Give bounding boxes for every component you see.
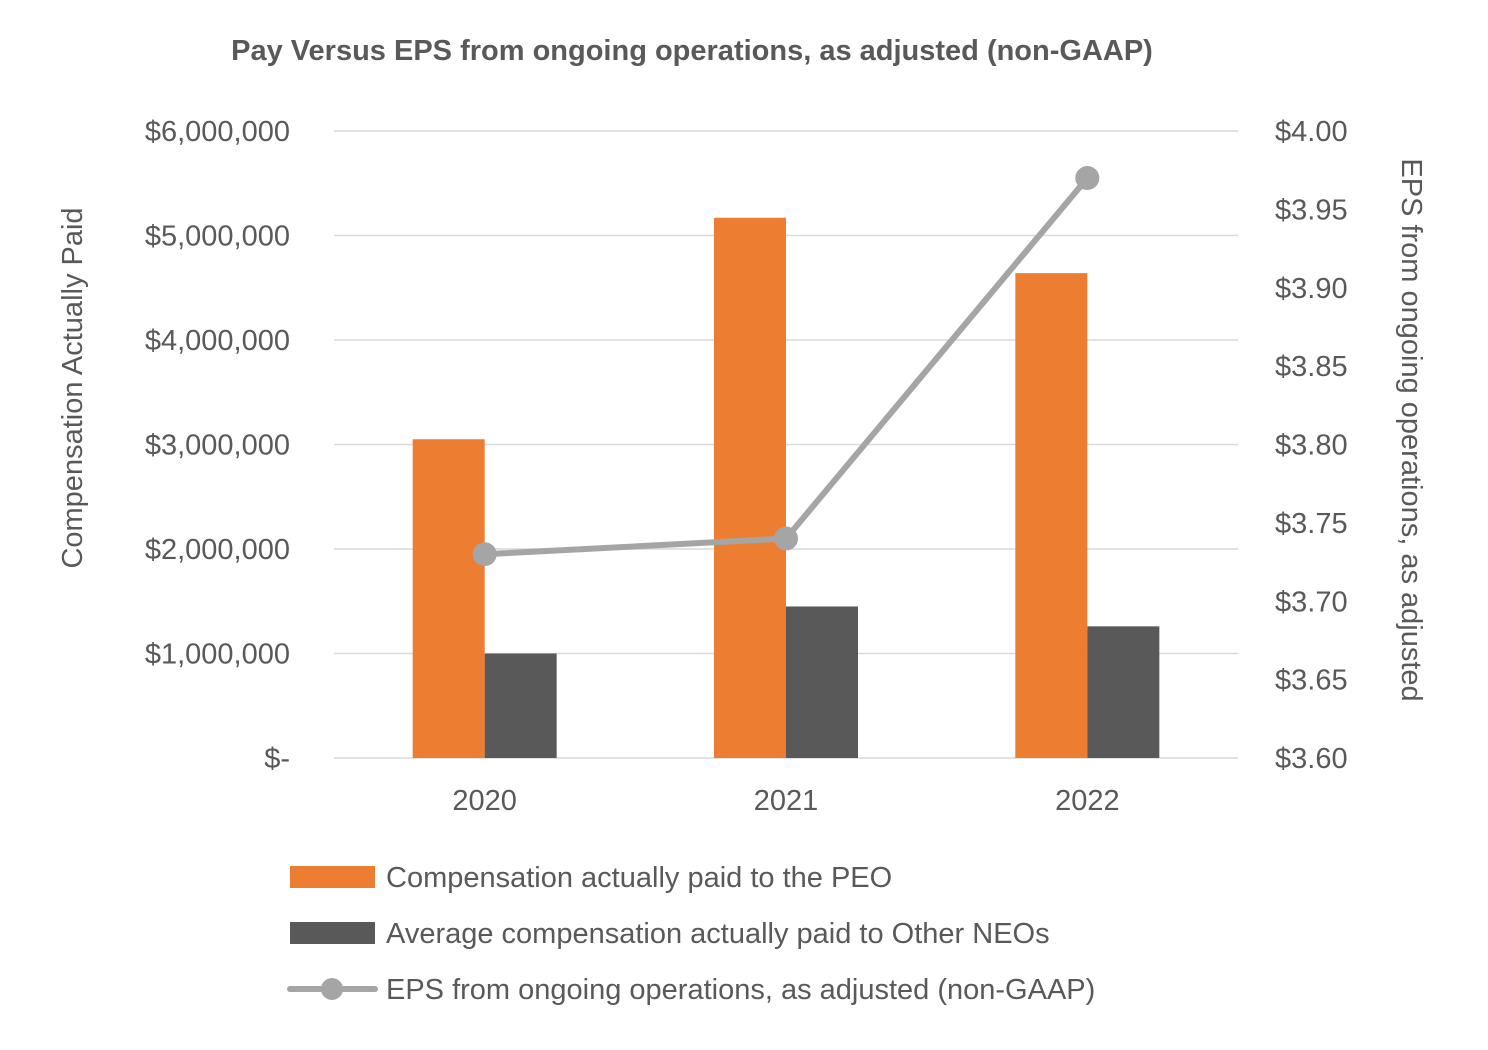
right-axis-title: EPS from ongoing operations, as adjusted: [1395, 158, 1427, 701]
legend-swatch-other-neos: [290, 922, 375, 944]
legend: Compensation actually paid to the PEO Ave…: [287, 862, 1095, 1006]
eps-point: [774, 526, 798, 551]
right-axis-tick-label: $3.75: [1275, 508, 1348, 540]
left-axis-tick-label: $2,000,000: [145, 534, 290, 566]
x-axis-tick-label: 2021: [754, 785, 819, 817]
left-axis-title: Compensation Actually Paid: [57, 207, 89, 568]
legend-label: Compensation actually paid to the PEO: [386, 862, 892, 894]
eps-line-series: [472, 166, 1100, 567]
eps-point: [472, 542, 497, 567]
other-neos-bar: [1087, 626, 1160, 758]
other-neos-bar: [786, 606, 858, 758]
legend-label: EPS from ongoing operations, as adjusted…: [386, 974, 1095, 1006]
left-axis-tick-label: $-: [264, 743, 290, 775]
right-axis-tick-label: $3.65: [1275, 665, 1348, 697]
right-axis-tick-label: $3.95: [1275, 194, 1348, 226]
peo-bar: [412, 439, 485, 758]
eps-point: [1075, 166, 1100, 191]
peo-bar: [714, 217, 786, 759]
left-axis-tick-label: $4,000,000: [145, 325, 290, 357]
left-axis-tick-label: $1,000,000: [145, 639, 290, 671]
right-axis-tick-label: $3.70: [1275, 586, 1348, 618]
x-axis-tick-label: 2022: [1055, 785, 1120, 817]
x-axis-tick-label: 2020: [452, 785, 517, 817]
left-axis-tick-label: $6,000,000: [145, 116, 290, 148]
right-axis-tick-label: $4.00: [1275, 116, 1348, 148]
left-axis-ticks: $- $1,000,000 $2,000,000 $3,000,000 $4,000,0…: [145, 116, 290, 775]
left-axis-tick-label: $3,000,000: [145, 430, 290, 462]
bars: [412, 217, 1160, 759]
other-neos-bar: [484, 653, 557, 758]
right-axis-tick-label: $3.90: [1275, 273, 1348, 305]
x-axis-ticks: 2020 2021 2022: [452, 785, 1119, 817]
peo-bar: [1015, 273, 1088, 758]
right-axis-tick-label: $3.85: [1275, 351, 1348, 383]
left-axis-tick-label: $5,000,000: [145, 221, 290, 253]
legend-label: Average compensation actually paid to Ot…: [386, 918, 1050, 950]
legend-swatch-eps-marker: [321, 978, 343, 1000]
chart-title: Pay Versus EPS from ongoing operations, …: [231, 35, 1153, 67]
right-axis-tick-label: $3.60: [1275, 743, 1348, 775]
right-axis-tick-label: $3.80: [1275, 430, 1348, 462]
legend-swatch-peo: [290, 866, 375, 888]
right-axis-ticks: $3.60 $3.65 $3.70 $3.75 $3.80 $3.85 $3.90 $3.95…: [1275, 116, 1348, 775]
